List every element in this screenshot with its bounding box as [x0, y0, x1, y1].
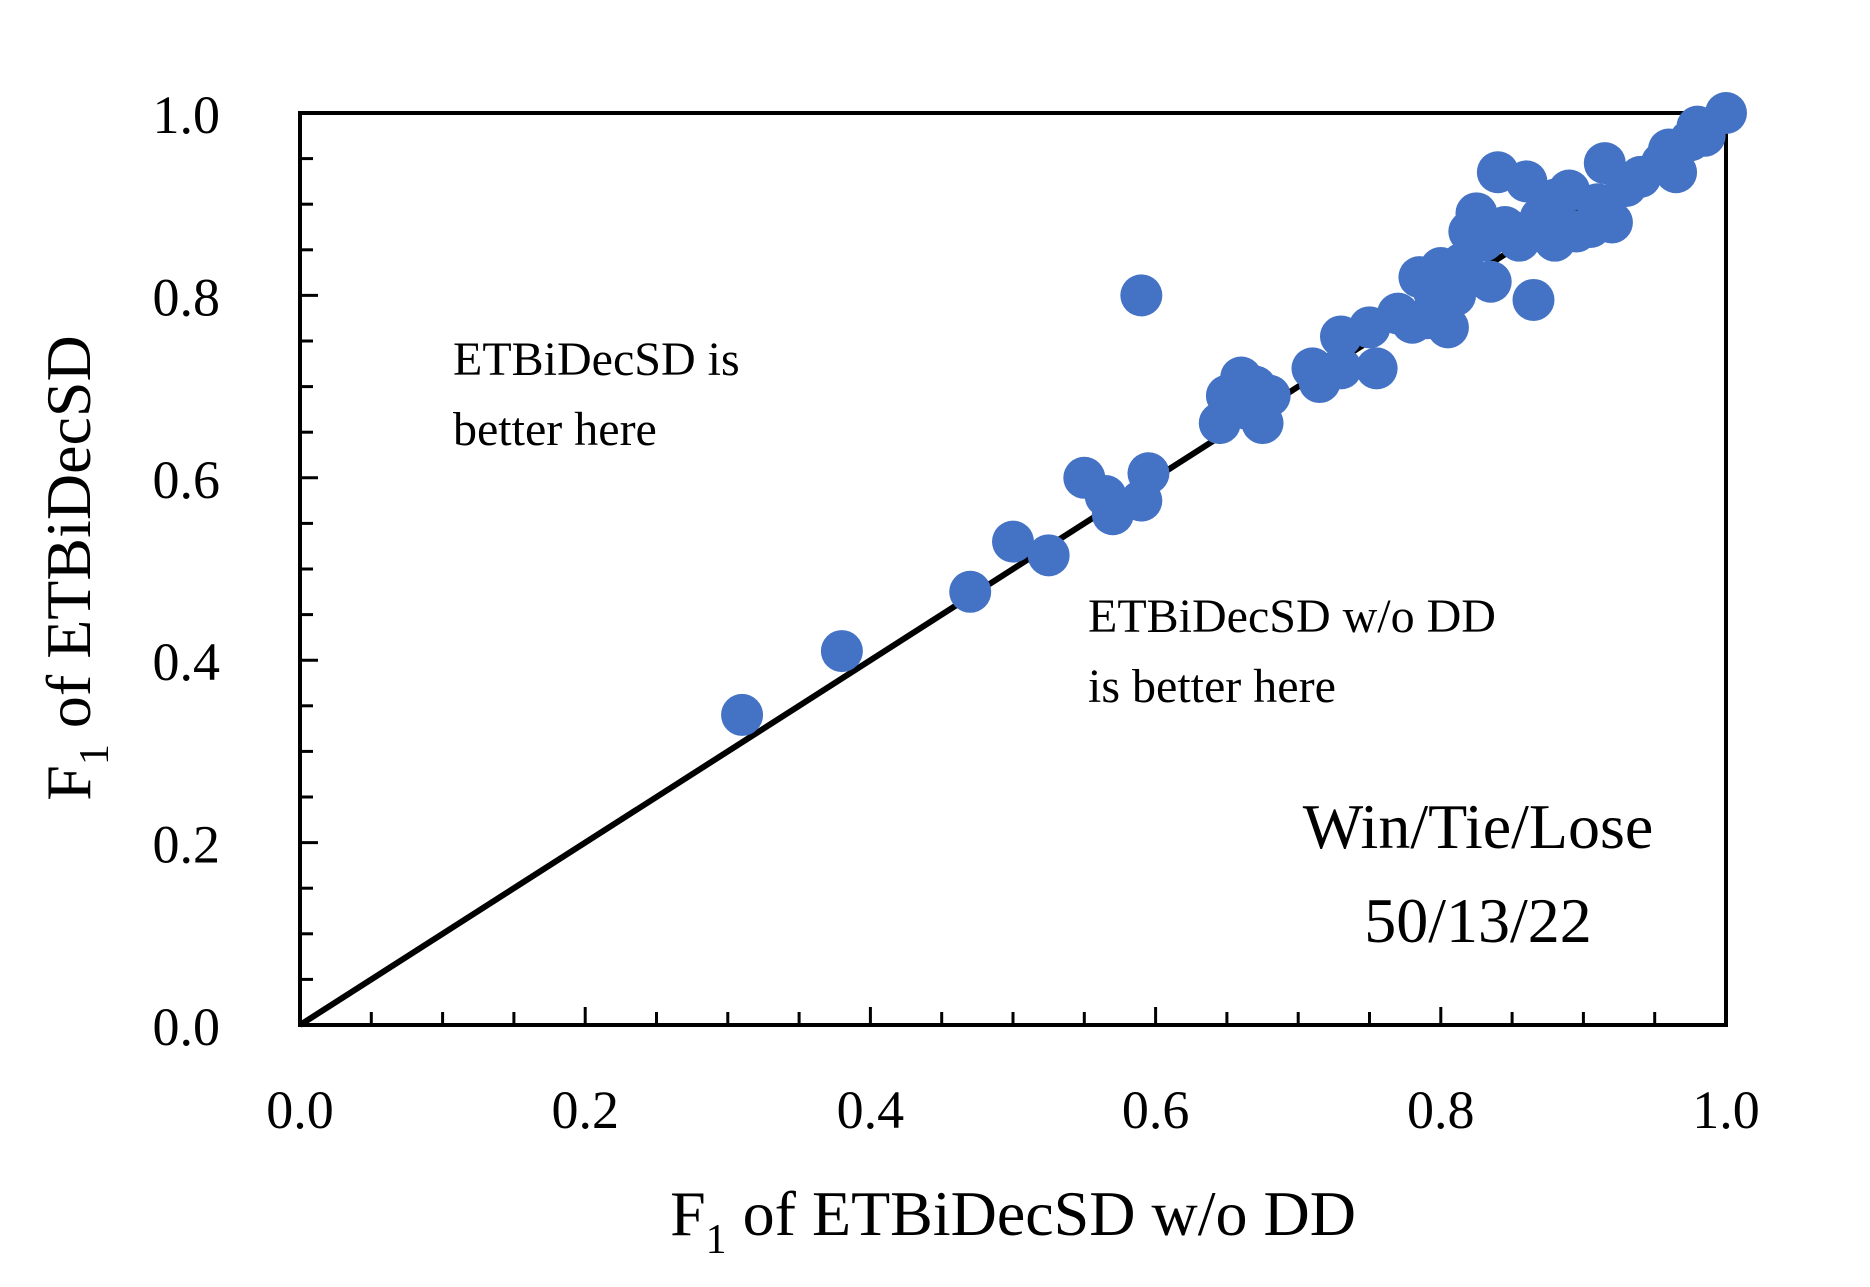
annotation-lower-right-line-1: ETBiDecSD w/o DD [1088, 590, 1496, 643]
axis-ticks [300, 157, 1657, 1025]
y-tick-label: 1.0 [153, 85, 221, 145]
data-points [721, 92, 1747, 736]
data-point [949, 570, 992, 613]
x-tick-label: 0.8 [1407, 1080, 1475, 1140]
x-tick-label: 0.0 [266, 1080, 334, 1140]
data-point [1027, 534, 1070, 577]
data-point [1120, 274, 1163, 317]
x-axis-title: F1 of ETBiDecSD w/o DD [670, 1178, 1356, 1263]
data-point [1655, 151, 1698, 194]
data-point [1469, 260, 1512, 303]
x-axis-title-main: F [670, 1178, 706, 1249]
data-point [1512, 278, 1555, 321]
x-tick-label: 0.4 [837, 1080, 905, 1140]
data-point [992, 520, 1034, 563]
x-tick-label: 1.0 [1692, 1080, 1760, 1140]
y-axis-title-subscript: 1 [72, 744, 118, 765]
y-tick-label: 0.8 [153, 267, 221, 327]
data-point [1705, 92, 1747, 134]
annotation-upper-left-line-1: ETBiDecSD is [453, 333, 740, 386]
data-point [1590, 201, 1633, 244]
data-point [1426, 306, 1469, 349]
axis-tick-labels: 0.0 0.2 0.4 0.6 0.8 1.0 0.0 0.2 0.4 0.6 0.8 1.0 [153, 85, 1760, 1140]
data-point [820, 630, 863, 673]
y-axis-title-rest: of ETBiDecSD [33, 335, 104, 744]
data-point [1127, 452, 1170, 495]
summary-label: Win/Tie/Lose [1303, 791, 1654, 862]
y-axis-title-main: F [33, 765, 104, 801]
data-point [1248, 374, 1291, 417]
y-tick-label: 0.4 [153, 632, 221, 692]
y-tick-label: 0.6 [153, 450, 221, 510]
annotation-lower-right-line-2: is better here [1088, 660, 1336, 713]
x-axis-title-rest: of ETBiDecSD w/o DD [727, 1178, 1356, 1249]
x-axis-title-subscript: 1 [706, 1217, 727, 1263]
x-tick-label: 0.6 [1122, 1080, 1190, 1140]
annotation-upper-left-line-2: better here [453, 403, 657, 456]
data-point [1434, 274, 1477, 317]
data-point [1319, 347, 1362, 390]
y-tick-label: 0.2 [153, 815, 221, 875]
y-tick-label: 0.0 [153, 997, 221, 1057]
y-axis-title: F1 of ETBiDecSD [33, 335, 118, 800]
summary-value: 50/13/22 [1364, 885, 1592, 956]
x-tick-label: 0.2 [551, 1080, 619, 1140]
data-point [1355, 347, 1398, 390]
data-point [721, 693, 764, 736]
